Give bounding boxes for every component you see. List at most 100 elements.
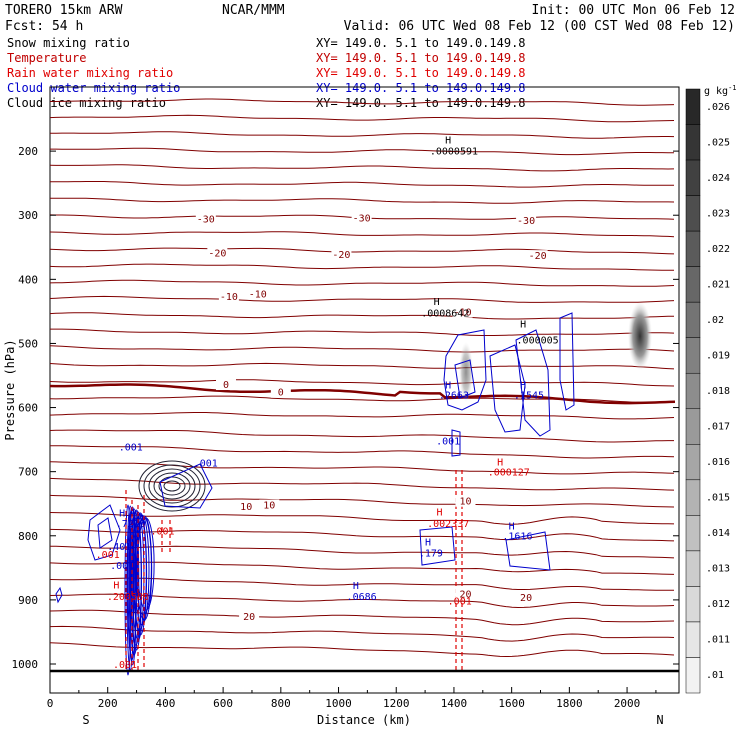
- extremum-annotation: .001: [96, 550, 120, 561]
- cloud-water-contour: [159, 463, 213, 509]
- cloud-water-contour: [124, 504, 132, 676]
- temperature-label-bg: [216, 379, 237, 391]
- extremum-annotation: .001: [194, 459, 218, 470]
- colorbar-swatch: [685, 408, 701, 445]
- y-tick-label: 700: [18, 466, 38, 479]
- isotherm-line: [49, 477, 675, 491]
- temperature-label-bg: [207, 247, 228, 259]
- x-tick-label: 200: [98, 697, 118, 710]
- colorbar-swatch: [685, 550, 701, 587]
- extremum-annotation: .001: [150, 526, 174, 537]
- isotherm-line: [49, 609, 675, 626]
- temperature-label: -30: [197, 215, 215, 226]
- y-axis-label: Pressure (hPa): [3, 339, 17, 440]
- isotherm-line: [49, 247, 675, 255]
- valid-time: Valid: 06 UTC Wed 08 Feb 12 (00 CST Wed …: [344, 19, 735, 34]
- temperature-label-bg: [259, 499, 280, 511]
- colorbar-tick-label: .018: [706, 386, 730, 397]
- temperature-label-bg: [516, 214, 537, 226]
- north-end-label: N: [656, 713, 663, 727]
- colorbar-tick-label: .011: [706, 635, 730, 646]
- temperature-label-bg: [236, 500, 257, 512]
- isotherm-line: [49, 114, 675, 123]
- extremum-annotation: .001: [119, 443, 143, 454]
- colorbar-tick-label: .013: [706, 564, 730, 575]
- temperature-label: 10: [240, 502, 252, 513]
- extremum-annotation: H: [445, 135, 451, 146]
- colorbar-swatch: [685, 230, 701, 267]
- colorbar-tick-label: .021: [706, 279, 730, 290]
- extremum-annotation: H: [520, 319, 526, 330]
- y-tick-label: 600: [18, 402, 38, 415]
- colorbar-tick-label: .022: [706, 244, 730, 255]
- legend-xy-snow: XY= 149.0. 5.1 to 149.0.149.8: [316, 36, 526, 50]
- isotherm-line: [50, 98, 675, 106]
- freezing-level-line: [49, 383, 676, 405]
- colorbar-swatch: [685, 301, 701, 338]
- isotherm-line: [49, 642, 675, 658]
- snow-mixing-ratio-shading: [459, 302, 652, 402]
- y-tick-label: 400: [18, 273, 38, 286]
- cloud-water-contour: [134, 514, 150, 626]
- cloud-water-contour: [489, 344, 526, 433]
- isotherm-line: [49, 429, 674, 443]
- temperature-label: 20: [520, 593, 532, 604]
- temperature-label: 10: [263, 501, 275, 512]
- rain-water-contours: [125, 470, 463, 672]
- extremum-annotation: .000005: [517, 335, 559, 346]
- extremum-annotation: .001: [436, 437, 460, 448]
- colorbar-tick-label: .025: [706, 137, 730, 148]
- y-tick-label: 900: [18, 594, 38, 607]
- x-tick-label: 1800: [556, 697, 583, 710]
- legend-xy-cloud-water: XY= 149.0. 5.1 to 149.0.149.8: [316, 81, 526, 95]
- extremum-annotation: .7219: [116, 519, 146, 530]
- extremum-annotation: .2663: [439, 391, 469, 402]
- colorbar: g kg-1 .026 .025 .024 .023 .022 .021 .02 .019 .0…: [685, 84, 737, 694]
- cloud-ice-contour: [148, 468, 196, 504]
- y-tick-label: 800: [18, 530, 38, 543]
- isotherm-line: [49, 131, 675, 139]
- isotherm-line: [49, 625, 675, 642]
- isotherm-line: [49, 345, 675, 353]
- legend-xy-rain: XY= 149.0. 5.1 to 149.0.149.8: [316, 66, 526, 80]
- legend-name-snow: Snow mixing ratio: [7, 36, 130, 50]
- temperature-label-bg: [452, 306, 473, 318]
- temperature-label-bg: [351, 212, 372, 224]
- extremum-annotations: H.0000591H.0008642H.000005H.2663H.1545.0…: [96, 135, 559, 670]
- extremum-annotation: H: [119, 509, 125, 520]
- cloud-water-contour: [451, 429, 461, 457]
- temperature-label-bg: [455, 495, 476, 507]
- snow-shading-blob: [459, 342, 473, 402]
- init-time: Init: 00 UTC Mon 06 Feb 12: [532, 3, 736, 18]
- temperature-label-bg: [195, 213, 216, 225]
- plot-area: -30 -30 -30 -20 -20 -20 -10 -10 -10 0 0 10 10 10 20 20 2…: [12, 86, 680, 710]
- extremum-annotation: .002337: [427, 519, 469, 530]
- cloud-water-contour: [419, 526, 456, 566]
- extremum-annotation: H: [520, 380, 526, 391]
- colorbar-swatch: [685, 159, 701, 196]
- temperature-label-bg: [218, 291, 239, 303]
- temperature-label-bg: [331, 248, 352, 260]
- center-title: NCAR/MMM: [222, 3, 285, 18]
- x-tick-label: 1200: [383, 697, 410, 710]
- isotherm-line: [49, 412, 675, 420]
- colorbar-swatch: [685, 372, 701, 410]
- temperature-label: -10: [220, 292, 238, 303]
- colorbar-swatch: [685, 586, 701, 623]
- temperature-label: 0: [223, 380, 229, 391]
- colorbar-tick-label: .023: [706, 208, 730, 219]
- isotherm-line: [50, 197, 675, 204]
- isotherm-line: [49, 362, 675, 370]
- colorbar-swatch: [685, 515, 701, 552]
- extremum-annotation: H: [425, 537, 431, 548]
- colorbar-tick-label: .014: [706, 528, 730, 539]
- extremum-annotation: .0686: [347, 592, 377, 603]
- temperature-label: 0: [278, 388, 284, 399]
- temperature-label: 20: [243, 612, 255, 623]
- colorbar-unit: g kg-1: [704, 84, 737, 97]
- x-tick-label: 1400: [441, 697, 468, 710]
- isotherm-line: [49, 164, 675, 172]
- colorbar-tick-label: .015: [706, 493, 730, 504]
